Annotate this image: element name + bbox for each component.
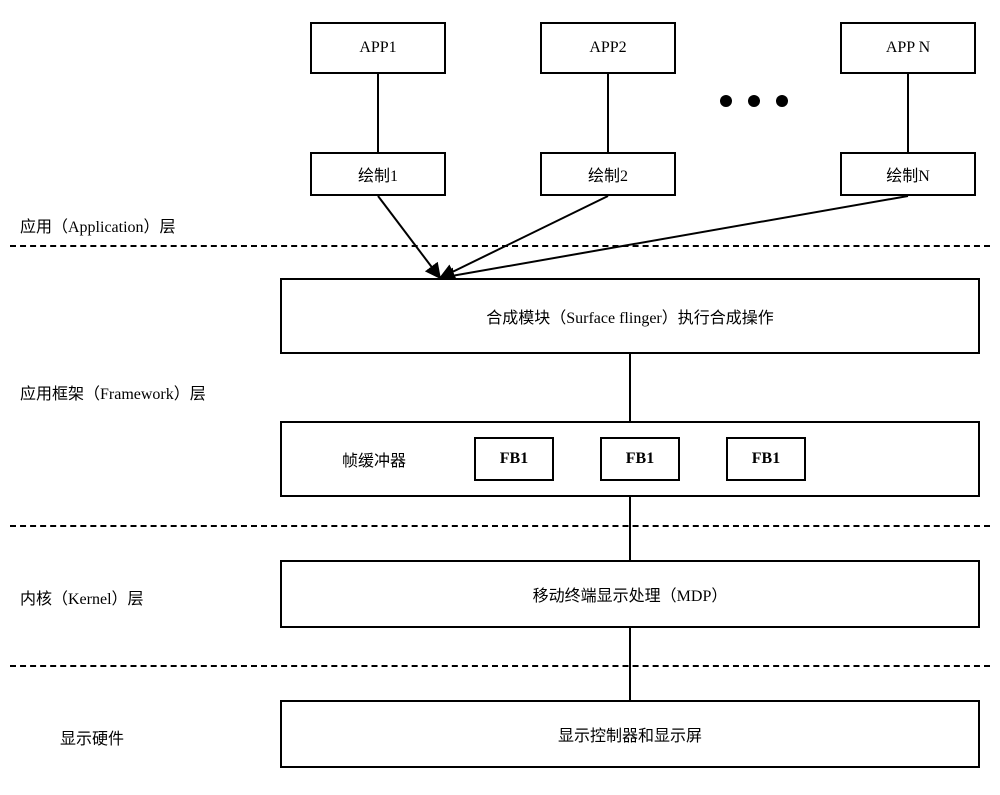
node-fb2: FB1	[600, 437, 680, 481]
layer-label-hardware: 显示硬件	[60, 725, 124, 749]
node-fb3: FB1	[726, 437, 806, 481]
layer-label-kernel: 内核（Kernel）层	[20, 585, 144, 609]
node-draw2: 绘制2	[540, 152, 676, 196]
node-label: APP N	[886, 39, 930, 57]
layer-divider	[10, 245, 990, 247]
node-label: 移动终端显示处理（MDP）	[533, 582, 728, 606]
node-display-hw: 显示控制器和显示屏	[280, 700, 980, 768]
node-draw1: 绘制1	[310, 152, 446, 196]
node-app1: APP1	[310, 22, 446, 74]
node-label: 显示控制器和显示屏	[558, 722, 702, 746]
node-fb1: FB1	[474, 437, 554, 481]
node-label: FB1	[500, 450, 528, 468]
layer-divider	[10, 525, 990, 527]
node-label: 合成模块（Surface flinger）执行合成操作	[486, 304, 774, 328]
node-label: APP2	[589, 39, 626, 57]
node-app2: APP2	[540, 22, 676, 74]
node-appN: APP N	[840, 22, 976, 74]
ellipsis-icon	[720, 95, 788, 107]
node-framebuffer: 帧缓冲器 FB1 FB1 FB1	[280, 421, 980, 497]
framebuffer-label: 帧缓冲器	[342, 447, 406, 471]
layer-divider	[10, 665, 990, 667]
layer-label-application: 应用（Application）层	[20, 213, 176, 237]
node-label: 绘制1	[358, 162, 398, 186]
node-label: FB1	[752, 450, 780, 468]
layer-label-framework: 应用框架（Framework）层	[20, 380, 206, 404]
node-compositor: 合成模块（Surface flinger）执行合成操作	[280, 278, 980, 354]
node-label: FB1	[626, 450, 654, 468]
node-label: APP1	[359, 39, 396, 57]
node-label: 绘制N	[886, 162, 930, 186]
node-mdp: 移动终端显示处理（MDP）	[280, 560, 980, 628]
node-label: 绘制2	[588, 162, 628, 186]
node-drawN: 绘制N	[840, 152, 976, 196]
